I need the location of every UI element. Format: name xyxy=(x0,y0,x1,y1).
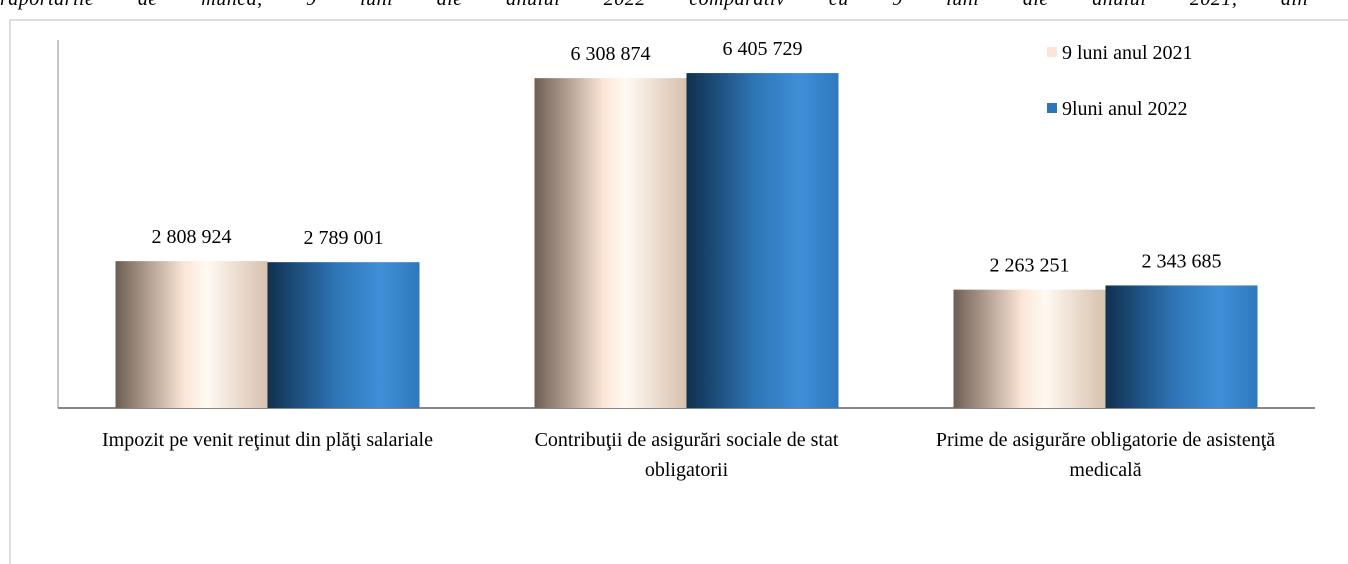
value-label: 6 308 874 xyxy=(571,43,651,65)
bar xyxy=(953,289,1106,408)
value-label: 2 343 685 xyxy=(1142,250,1222,272)
bar xyxy=(686,73,839,408)
legend-swatch xyxy=(1047,47,1057,57)
x-tick-label: Prime de asigurăre obligatorie de asiste… xyxy=(935,429,1276,481)
value-label: 6 405 729 xyxy=(723,38,803,60)
bar xyxy=(534,78,687,408)
bar xyxy=(1105,285,1258,408)
value-label: 2 808 924 xyxy=(152,226,232,248)
legend-swatch xyxy=(1047,103,1057,113)
legend-label: 9luni anul 2022 xyxy=(1062,98,1188,120)
header-text: raportările de muncă, 9 luni ale anului … xyxy=(0,0,1348,11)
value-label: 2 263 251 xyxy=(990,255,1070,277)
value-label: 2 789 001 xyxy=(304,227,384,249)
bar xyxy=(115,261,268,408)
legend-label: 9 luni anul 2021 xyxy=(1062,42,1193,64)
bar xyxy=(267,262,420,408)
x-tick-label: Contribuţii de asigurări sociale de stat… xyxy=(534,429,839,481)
x-tick-label: Impozit pe venit reţinut din plăţi salar… xyxy=(101,429,433,451)
